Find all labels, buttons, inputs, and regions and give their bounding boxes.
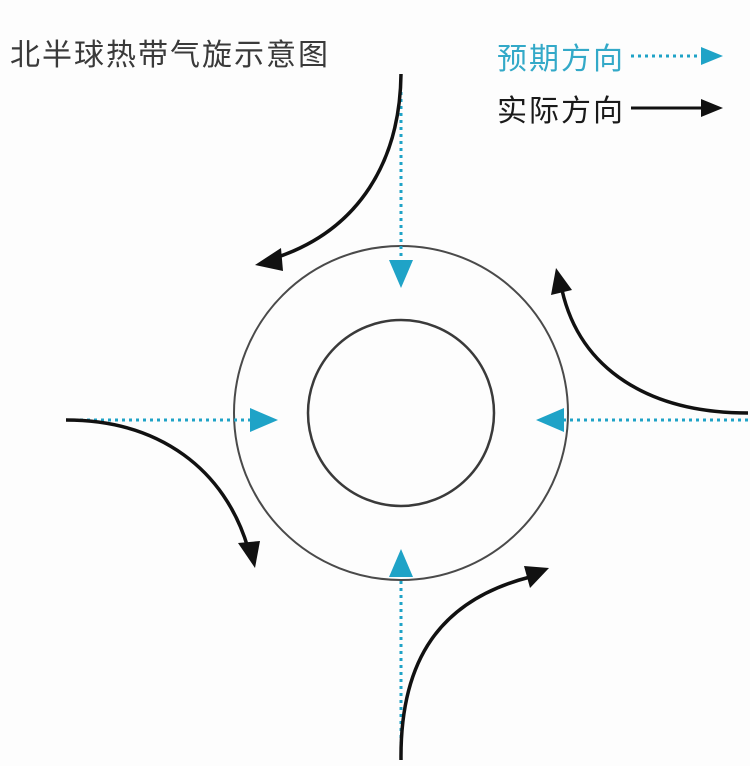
outer-ring: [233, 245, 569, 581]
legend-actual-label: 实际方向: [497, 94, 625, 129]
expected-arrow-east: [536, 408, 748, 432]
inner-ring: [306, 318, 496, 508]
actual-arrow-north: [255, 73, 403, 271]
expected-arrow-west: [66, 408, 278, 432]
diagram-title: 北半球热带气旋示意图: [10, 38, 330, 73]
legend-expected-label: 预期方向: [497, 42, 625, 77]
dotted-arrow-icon: [631, 47, 723, 65]
expected-arrow-south: [389, 549, 413, 745]
actual-arrow-south: [399, 566, 549, 761]
solid-arrow-icon: [631, 99, 723, 117]
actual-arrow-west: [65, 418, 260, 568]
legend-expected: 预期方向: [497, 34, 725, 78]
actual-arrow-east: [551, 268, 749, 415]
legend-actual: 实际方向: [497, 86, 725, 130]
expected-arrow-north: [389, 92, 413, 288]
